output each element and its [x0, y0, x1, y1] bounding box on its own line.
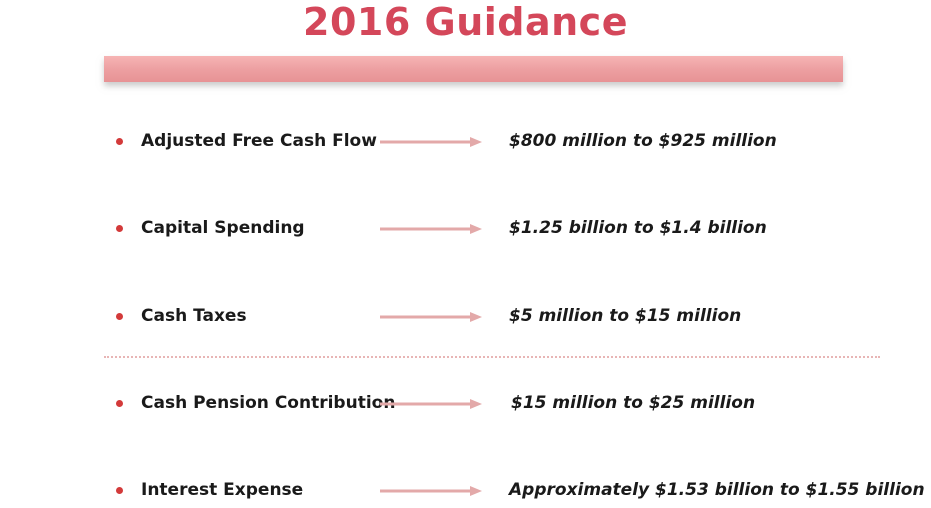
right-arrow-icon	[380, 312, 482, 322]
title-underline-bar	[104, 56, 843, 82]
slide-title: 2016 Guidance	[303, 0, 628, 44]
guidance-label: Adjusted Free Cash Flow	[141, 131, 377, 151]
guidance-row-capital-spending: Capital Spending $1.25 billion to $1.4 b…	[0, 216, 931, 246]
guidance-row-cash-taxes: Cash Taxes $5 million to $15 million	[0, 304, 931, 334]
bullet-icon	[116, 138, 123, 145]
guidance-row-interest-expense: Interest Expense Approximately $1.53 bil…	[0, 478, 931, 508]
right-arrow-icon	[380, 399, 482, 409]
bullet-icon	[116, 487, 123, 494]
guidance-label: Interest Expense	[141, 480, 304, 500]
guidance-label: Cash Pension Contribution	[141, 393, 396, 413]
section-divider	[104, 356, 880, 358]
guidance-row-adjusted-free-cash-flow: Adjusted Free Cash Flow $800 million to …	[0, 129, 931, 159]
guidance-value: $800 million to $925 million	[509, 131, 777, 151]
guidance-value: Approximately $1.53 billion to $1.55 bil…	[509, 480, 925, 500]
bullet-icon	[116, 400, 123, 407]
guidance-value: $5 million to $15 million	[509, 306, 742, 326]
bullet-icon	[116, 225, 123, 232]
right-arrow-icon	[380, 137, 482, 147]
guidance-label: Cash Taxes	[141, 306, 247, 326]
right-arrow-icon	[380, 224, 482, 234]
guidance-row-cash-pension-contribution: Cash Pension Contribution $15 million to…	[0, 391, 931, 421]
right-arrow-icon	[380, 486, 482, 496]
guidance-value: $15 million to $25 million	[511, 393, 756, 413]
guidance-value: $1.25 billion to $1.4 billion	[509, 218, 767, 238]
bullet-icon	[116, 313, 123, 320]
guidance-label: Capital Spending	[141, 218, 305, 238]
